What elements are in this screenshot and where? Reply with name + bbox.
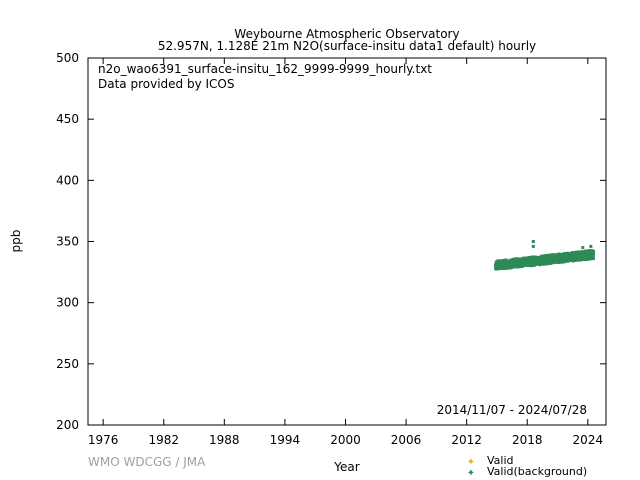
y-axis: 200 250 300 350 400 450 500 <box>56 51 606 432</box>
y-tick-label: 350 <box>56 235 79 249</box>
data-point-spike <box>531 244 535 248</box>
chart-title-line2: 52.957N, 1.128E 21m N2O(surface-insitu d… <box>158 39 536 53</box>
data-point <box>591 252 595 256</box>
data-point <box>592 250 596 254</box>
legend-marker-background: ✦ <box>467 468 475 479</box>
x-tick-label: 1988 <box>209 433 240 447</box>
data-point <box>504 262 508 266</box>
x-tick-label: 2006 <box>391 433 422 447</box>
y-tick-label: 250 <box>56 357 79 371</box>
y-tick-label: 500 <box>56 51 79 65</box>
data-point <box>549 261 553 265</box>
x-tick-label: 1982 <box>148 433 179 447</box>
filename-annotation: n2o_wao6391_surface-insitu_162_9999-9999… <box>98 62 432 76</box>
data-point-spike <box>581 246 585 250</box>
x-axis: 1976 1982 1988 1994 2000 2006 2012 2018 2024 <box>88 58 603 447</box>
plot-frame <box>87 57 607 426</box>
data-point <box>551 253 555 257</box>
data-point <box>551 254 555 258</box>
provider-annotation: Data provided by ICOS <box>98 77 234 91</box>
y-tick-label: 200 <box>56 418 79 432</box>
x-tick-label: 1976 <box>88 433 119 447</box>
x-tick-label: 2012 <box>451 433 482 447</box>
y-tick-label: 450 <box>56 112 79 126</box>
data-point <box>532 255 536 259</box>
x-tick-label: 1994 <box>270 433 301 447</box>
legend-marker-valid: ✦ <box>467 457 475 468</box>
legend-label-background: Valid(background) <box>487 465 587 478</box>
data-point <box>511 265 515 269</box>
data-point-spike <box>589 244 593 248</box>
credit-text: WMO WDCGG / JMA <box>88 455 206 469</box>
legend: ✦ Valid ✦ Valid(background) <box>467 454 587 479</box>
legend-label-valid: Valid <box>487 454 514 467</box>
data-point <box>591 257 595 261</box>
data-point <box>544 253 548 257</box>
x-tick-label: 2018 <box>512 433 543 447</box>
date-range-annotation: 2014/11/07 - 2024/07/28 <box>437 403 587 417</box>
data-point <box>582 258 586 262</box>
y-tick-label: 400 <box>56 173 79 187</box>
x-tick-label: 2000 <box>330 433 361 447</box>
data-point-spike <box>531 240 535 243</box>
y-axis-label: ppb <box>9 230 23 253</box>
y-tick-label: 300 <box>56 296 79 310</box>
x-tick-label: 2024 <box>573 433 604 447</box>
data-point <box>520 264 524 268</box>
x-axis-label: Year <box>333 460 359 474</box>
chart-title-line1: Weybourne Atmospheric Observatory <box>234 27 459 41</box>
data-point <box>500 267 504 271</box>
data-points <box>493 240 596 271</box>
